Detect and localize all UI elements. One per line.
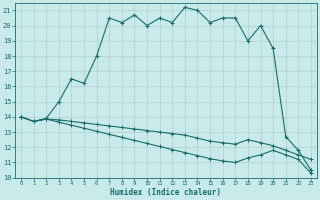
X-axis label: Humidex (Indice chaleur): Humidex (Indice chaleur): [110, 188, 221, 197]
